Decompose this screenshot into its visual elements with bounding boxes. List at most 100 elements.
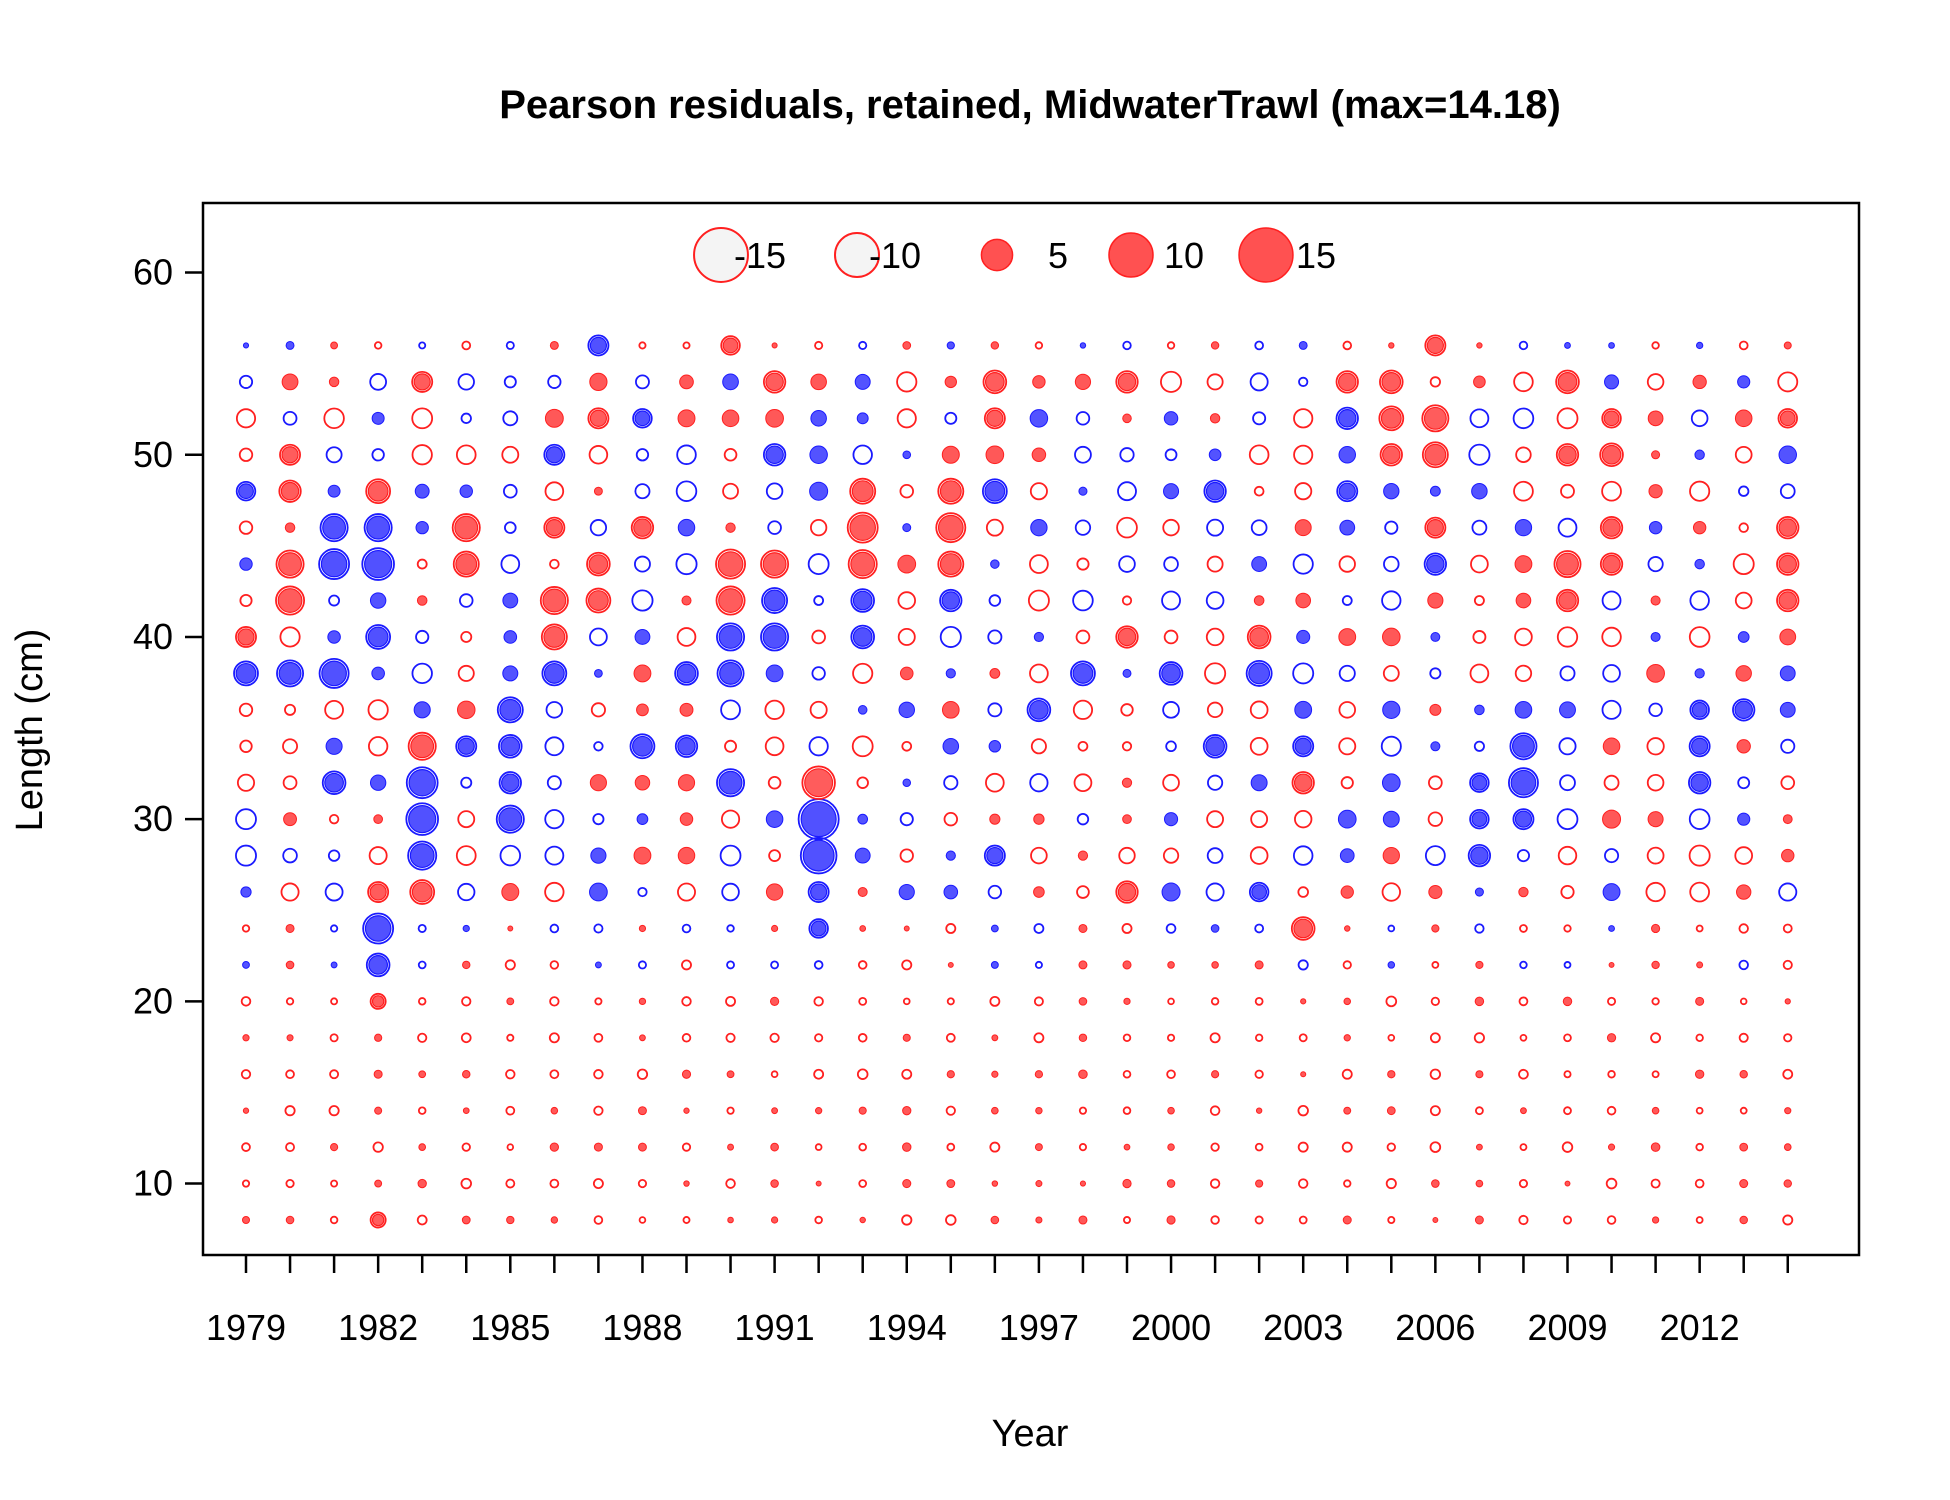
expected-circle xyxy=(411,444,433,466)
residual-bubble xyxy=(631,589,654,612)
expected-circle xyxy=(723,447,738,462)
residual-bubble xyxy=(1555,443,1580,467)
observed-circle xyxy=(1601,444,1622,465)
observed-circle xyxy=(462,1107,470,1115)
residual-bubble xyxy=(1608,961,1615,968)
observed-circle xyxy=(1739,1215,1748,1225)
observed-circle xyxy=(1647,410,1664,427)
residual-bubble xyxy=(1559,665,1576,682)
expected-circle xyxy=(1512,407,1535,430)
expected-circle xyxy=(455,735,478,758)
residual-bubble xyxy=(1688,735,1711,758)
expected-circle xyxy=(1514,664,1533,683)
residual-bubble xyxy=(1737,375,1751,389)
expected-circle xyxy=(1336,480,1359,503)
residual-bubble xyxy=(1429,376,1441,388)
expected-circle xyxy=(1382,665,1400,682)
expected-circle xyxy=(1428,775,1443,791)
observed-circle xyxy=(804,768,834,798)
expected-circle xyxy=(1245,659,1273,687)
expected-circle xyxy=(1383,555,1400,573)
residual-bubble xyxy=(461,996,472,1007)
expected-circle xyxy=(282,775,298,791)
residual-bubble xyxy=(1203,479,1227,503)
observed-circle xyxy=(725,522,736,533)
residual-bubble xyxy=(682,1216,691,1224)
expected-circle xyxy=(1115,880,1139,904)
expected-circle xyxy=(1335,370,1359,394)
observed-circle xyxy=(1251,884,1268,900)
expected-circle xyxy=(239,593,253,608)
observed-circle xyxy=(278,661,302,685)
observed-circle xyxy=(1338,628,1357,646)
observed-circle xyxy=(815,1107,823,1115)
observed-circle xyxy=(1511,734,1535,758)
observed-circle xyxy=(1778,554,1798,574)
residual-bubble xyxy=(991,1070,999,1078)
residual-bubble xyxy=(1651,450,1661,460)
residual-bubble xyxy=(945,850,956,861)
legend: -15 -10 5 10 15 xyxy=(693,227,1336,283)
expected-circle xyxy=(241,1179,251,1188)
observed-circle xyxy=(1430,741,1441,752)
expected-circle xyxy=(1166,1069,1176,1080)
residual-bubble xyxy=(858,1142,867,1152)
residual-bubble xyxy=(1556,626,1579,648)
observed-circle xyxy=(989,813,1001,825)
residual-bubble xyxy=(1651,960,1660,970)
expected-circle xyxy=(1121,595,1133,606)
expected-circle xyxy=(764,699,785,720)
residual-bubble xyxy=(674,734,699,758)
observed-circle xyxy=(462,960,471,970)
residual-bubble xyxy=(1074,445,1092,464)
residual-bubble xyxy=(500,554,521,574)
residual-bubble xyxy=(901,1068,913,1080)
observed-circle xyxy=(990,1215,1000,1225)
residual-bubble xyxy=(634,483,651,500)
observed-circle xyxy=(1338,446,1357,464)
observed-circle xyxy=(1294,519,1312,537)
expected-circle xyxy=(1777,371,1799,393)
observed-circle xyxy=(417,1178,427,1189)
residual-bubble xyxy=(462,924,470,933)
expected-circle xyxy=(1116,516,1138,539)
residual-bubble xyxy=(455,735,478,758)
residual-bubble xyxy=(726,1070,735,1079)
expected-circle xyxy=(1297,886,1309,898)
residual-bubble xyxy=(1206,847,1224,864)
expected-circle xyxy=(1563,961,1572,969)
expected-circle xyxy=(282,738,299,755)
residual-bubble xyxy=(990,341,1000,350)
expected-circle xyxy=(1206,373,1224,391)
residual-bubble xyxy=(321,770,347,795)
residual-bubble xyxy=(1074,519,1092,536)
residual-bubble xyxy=(814,1215,823,1225)
residual-bubble xyxy=(851,735,874,758)
residual-bubble xyxy=(1472,630,1487,644)
residual-bubble xyxy=(945,1105,956,1116)
x-tick-label: 1997 xyxy=(999,1307,1079,1348)
observed-circle xyxy=(1475,1070,1484,1079)
observed-circle xyxy=(1515,592,1532,609)
observed-circle xyxy=(1205,736,1225,757)
y-axis-label: Length (cm) xyxy=(9,629,51,832)
expected-circle xyxy=(1162,773,1180,792)
residual-bubble xyxy=(987,629,1003,645)
observed-circle xyxy=(1033,813,1045,825)
residual-bubble xyxy=(1513,480,1534,502)
expected-circle xyxy=(1695,1033,1704,1042)
residual-bubble xyxy=(1076,557,1090,571)
residual-bubble xyxy=(1783,1033,1793,1043)
residual-bubble xyxy=(1033,886,1045,898)
expected-circle xyxy=(506,1143,515,1151)
residual-bubble xyxy=(1252,411,1267,426)
y-tick-label: 50 xyxy=(133,434,173,475)
residual-bubble xyxy=(1651,923,1661,934)
residual-bubble xyxy=(369,774,387,791)
residual-bubble xyxy=(1078,997,1088,1006)
residual-bubble xyxy=(1249,372,1269,392)
expected-circle xyxy=(944,411,958,425)
expected-circle xyxy=(407,731,437,761)
residual-bubble xyxy=(373,341,383,350)
residual-bubble xyxy=(1601,626,1622,648)
